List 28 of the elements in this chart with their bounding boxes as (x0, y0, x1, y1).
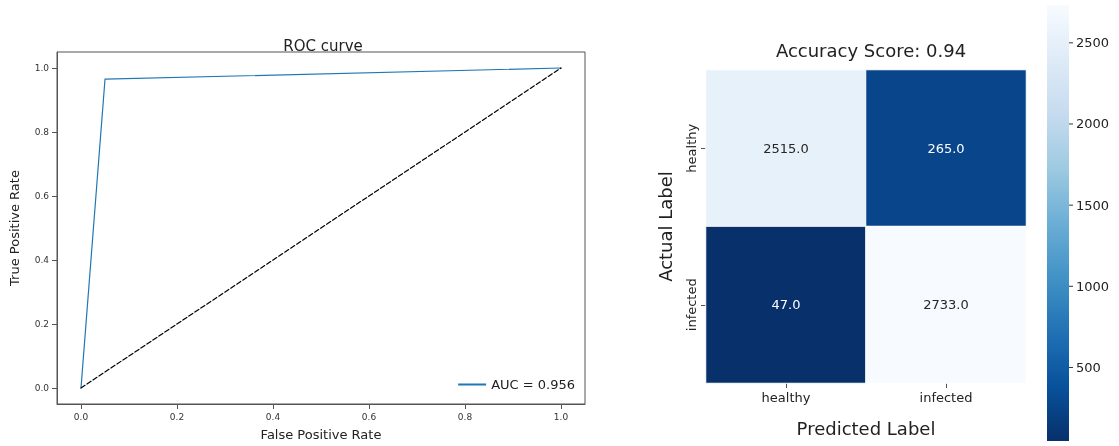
color-bar-label: 1500 (1076, 197, 1110, 213)
x-tick-label: 1.0 (553, 411, 569, 422)
y-tick-label: 0.6 (34, 191, 50, 201)
x-tick-label: 0.4 (265, 411, 281, 422)
data-label: 47.0 (771, 297, 801, 313)
y-tick-label: 0.2 (34, 319, 49, 329)
y-axis-title: Actual Label (654, 171, 676, 282)
x-axis-title: False Positive Rate (260, 427, 382, 442)
color-bar-label: 2000 (1076, 116, 1110, 132)
y-tick-label: 0.0 (34, 383, 50, 393)
x-tick-label: 0.2 (169, 411, 185, 422)
legend-label: AUC = 0.956 (491, 377, 575, 392)
x-tick-label: 0.0 (73, 411, 89, 422)
y-axis-title: True Positive Rate (7, 170, 22, 287)
y-tick-label: 1.0 (34, 63, 50, 73)
data-label: 2733.0 (923, 297, 969, 313)
y-tick-label: 0.8 (34, 127, 50, 137)
chart-title: ROC curve (283, 36, 363, 55)
y-tick-label: 0.4 (34, 255, 50, 265)
x-axis-title: Predicted Label (796, 417, 936, 439)
data-label: 265.0 (927, 140, 965, 156)
x-tick-label: 0.6 (361, 411, 377, 422)
color-bar-label: 1000 (1076, 278, 1110, 294)
chart-title: Accuracy Score: 0.94 (775, 39, 967, 61)
x-tick-label: 0.8 (457, 411, 473, 422)
color-bar-label: 2500 (1076, 35, 1110, 51)
data-label: 2515.0 (763, 140, 809, 156)
color-bar-label: 500 (1076, 359, 1101, 375)
